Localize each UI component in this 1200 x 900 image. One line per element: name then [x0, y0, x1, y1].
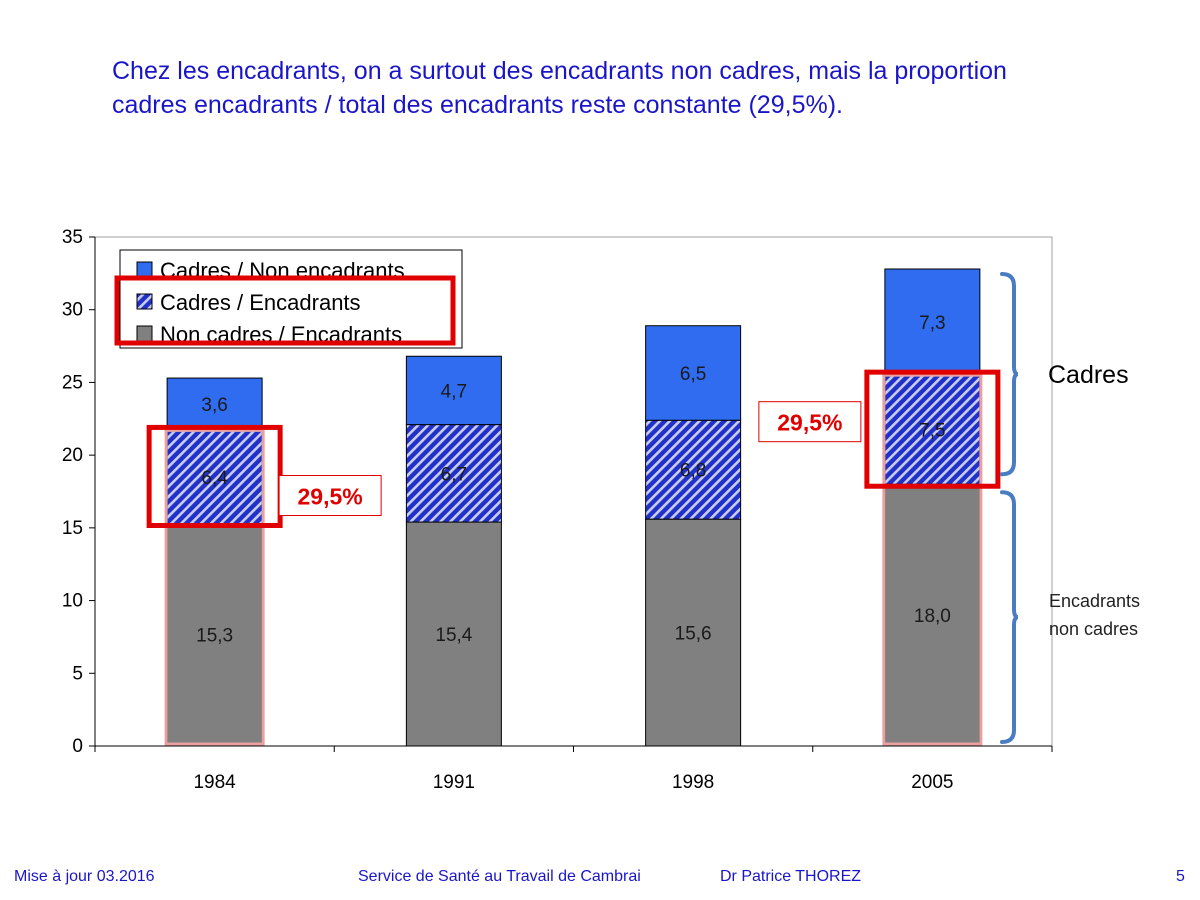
bar-1984-series-2 — [166, 377, 263, 431]
y-tick-label: 5 — [72, 663, 83, 684]
bar-1998-series-0 — [645, 518, 742, 747]
y-tick-label: 25 — [62, 372, 83, 393]
data-label: 4,7 — [441, 381, 467, 402]
slide-title: Chez les encadrants, on a surtout des en… — [112, 54, 1152, 122]
encadrants-outline-2005 — [882, 373, 983, 746]
data-label: 6,4 — [201, 468, 228, 489]
encadrants-outline-1984 — [164, 428, 265, 746]
data-label: 3,6 — [201, 395, 227, 416]
bar-1991-series-0 — [405, 521, 502, 747]
footer-page-number: 5 — [1176, 868, 1185, 885]
legend-label: Cadres / Encadrants — [160, 290, 361, 315]
bar-2005-series-1 — [884, 374, 981, 485]
legend-swatch — [136, 261, 153, 278]
bar-1991-series-1 — [405, 424, 502, 523]
bar-1991-series-2 — [405, 355, 502, 426]
data-label: 15,3 — [196, 626, 233, 647]
x-tick-label: 1991 — [433, 772, 475, 793]
footer-author: Dr Patrice THOREZ — [720, 868, 862, 885]
percent-label-right: 29,5% — [777, 410, 842, 436]
y-tick-label: 10 — [62, 591, 83, 612]
percent-frame-left — [278, 474, 382, 516]
data-label: 7,5 — [919, 421, 945, 442]
data-label: 15,6 — [675, 624, 712, 645]
highlight-box-2005 — [864, 369, 1001, 489]
y-tick-label: 20 — [62, 445, 83, 466]
x-tick-label: 2005 — [911, 772, 953, 793]
y-tick-label: 15 — [62, 518, 83, 539]
bar-2005-series-2 — [884, 268, 981, 376]
footer-service: Service de Santé au Travail de Cambrai — [358, 868, 641, 885]
brace-label-encadrants-line: non cadres — [1049, 619, 1138, 639]
brace-label-encadrants-line: Encadrants — [1049, 591, 1140, 611]
y-tick-label: 35 — [62, 227, 83, 248]
bar-2005-series-0 — [884, 483, 981, 747]
legend-highlight-box — [114, 275, 456, 346]
data-label: 7,3 — [919, 313, 945, 334]
y-tick-label: 0 — [72, 736, 83, 757]
data-label: 6,8 — [680, 461, 706, 482]
brace-cadres — [1000, 271, 1019, 477]
y-tick-label: 30 — [62, 300, 83, 321]
slide-title-line-1: Chez les encadrants, on a surtout des en… — [112, 57, 1007, 85]
data-label: 6,7 — [441, 464, 467, 485]
data-label: 18,0 — [914, 606, 951, 627]
slide-title-line-2: cadres encadrants / total des encadrants… — [112, 91, 843, 119]
data-label: 6,5 — [680, 364, 706, 385]
brace-label-cadres: Cadres — [1048, 361, 1129, 389]
footer-date: Mise à jour 03.2016 — [14, 868, 155, 885]
x-tick-label: 1984 — [193, 772, 236, 793]
legend-box — [119, 249, 463, 349]
brace-encadrants-non-cadres — [1000, 490, 1019, 744]
bar-1998-series-2 — [645, 325, 742, 421]
percent-frame-right — [758, 401, 862, 443]
bar-1998-series-1 — [645, 419, 742, 520]
data-label: 15,4 — [435, 625, 472, 646]
x-tick-label: 1998 — [672, 772, 714, 793]
legend-swatch — [136, 293, 153, 310]
legend-swatch — [136, 325, 153, 342]
percent-label-left: 29,5% — [298, 483, 363, 509]
